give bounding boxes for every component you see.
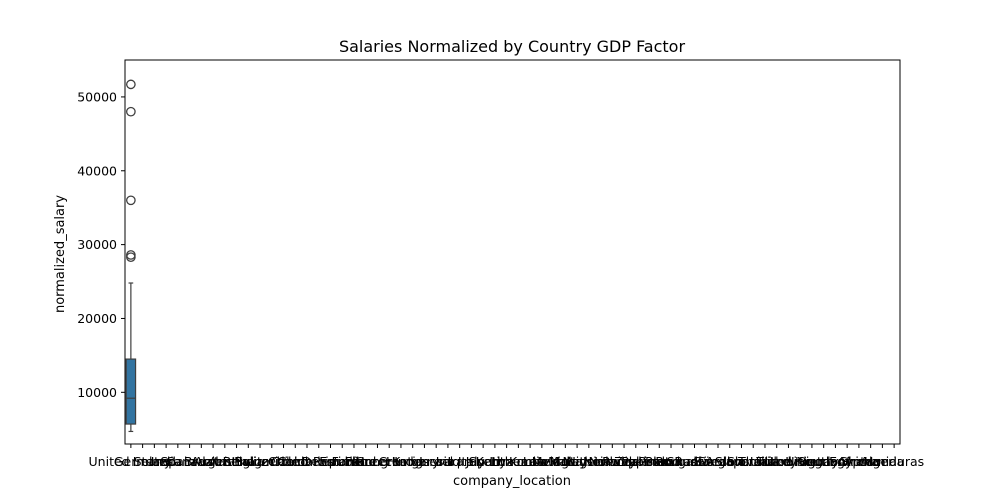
- x-tick-label: Ukraine: [764, 454, 813, 469]
- x-tick-label: Chile: [268, 454, 300, 469]
- x-tick-label: Nigeria: [566, 454, 611, 469]
- x-tick-label: Czech Republic: [271, 454, 366, 469]
- x-tick-label: Canada: [166, 454, 214, 469]
- x-tick-label: Uruguay: [785, 454, 839, 469]
- x-tick-label: Slovakia: [727, 454, 779, 469]
- x-tick-label: Malaysia: [550, 454, 605, 469]
- x-tick-label: Croatia: [378, 454, 423, 469]
- x-tick-label: Austria: [191, 454, 235, 469]
- x-tick-label: Norway: [589, 454, 637, 469]
- x-tick-label: Spain: [160, 454, 195, 469]
- x-tick-label: Romania: [655, 454, 710, 469]
- x-tick-label: Malta: [548, 454, 582, 469]
- x-tick-label: Poland: [638, 454, 680, 469]
- y-axis: 10000 20000 30000 40000 50000: [77, 89, 125, 400]
- x-tick-label: Belgium: [223, 454, 274, 469]
- x-tick-label: Egypt: [829, 454, 865, 469]
- x-tick-label: New Zealand: [583, 454, 665, 469]
- outlier-point: [126, 106, 136, 117]
- x-tick-label: Italy: [458, 454, 486, 469]
- x-tick-label: Indonesia: [394, 454, 454, 469]
- x-tick-label: Argentina: [194, 454, 255, 469]
- x-tick-label: Ghana: [838, 454, 879, 469]
- x-tick-label: Vietnam: [798, 454, 850, 469]
- x-tick-label: Luxembourg: [491, 454, 569, 469]
- x-tick-label: Germany: [114, 454, 172, 469]
- box-united-states: [125, 79, 137, 433]
- y-tick-label: 50000: [77, 89, 117, 104]
- x-tick-label: Latvia: [523, 454, 561, 469]
- x-tick-label: Portugal: [645, 454, 697, 469]
- x-tick-label: Australia: [209, 454, 264, 469]
- x-tick-label: France: [345, 454, 387, 469]
- x-tick-label: Estonia: [319, 454, 365, 469]
- y-tick-label: 40000: [77, 163, 117, 178]
- x-tick-label: Singapore: [698, 454, 761, 469]
- x-tick-label: Kenya: [476, 454, 514, 469]
- x-tick-label: Ireland: [133, 454, 176, 469]
- outlier-point: [126, 195, 136, 206]
- chart-title: Salaries Normalized by Country GDP Facto…: [339, 37, 686, 56]
- x-tick-label: Bulgaria: [234, 454, 286, 469]
- box-iqr: [125, 358, 137, 425]
- x-tick-label: Sweden: [693, 454, 742, 469]
- x-tick-label: Turkey: [755, 454, 797, 469]
- x-tick-label: Slovenia: [715, 454, 768, 469]
- x-tick-label: Netherlands: [562, 454, 638, 469]
- x-tick-label: Hong Kong: [355, 454, 423, 469]
- x-tick-label: Honduras: [864, 454, 924, 469]
- x-axis-label: company_location: [453, 474, 571, 489]
- x-tick-label: Iran: [447, 454, 471, 469]
- y-tick-label: 30000: [77, 237, 117, 252]
- x-tick-label: Saudi Arabia: [667, 454, 746, 469]
- x-tick-label: Mexico: [532, 454, 576, 469]
- y-axis-label: normalized_salary: [53, 195, 68, 313]
- y-tick-label: 10000: [77, 385, 117, 400]
- x-axis: United StatesGermanyIrelandIndiaSpainCan…: [89, 444, 924, 469]
- x-tick-label: Switzerland: [235, 454, 308, 469]
- y-tick-label: 20000: [77, 311, 117, 326]
- x-tick-label: Thailand: [737, 454, 792, 469]
- x-tick-label: Lithuania: [489, 454, 547, 469]
- x-tick-label: China: [277, 454, 313, 469]
- x-tick-label: United Kingdom: [750, 454, 850, 469]
- outlier-point: [126, 79, 136, 90]
- x-tick-label: India: [151, 454, 182, 469]
- x-tick-label: Philippines: [602, 454, 669, 469]
- x-tick-label: Japan: [465, 454, 501, 469]
- plot-frame: [124, 59, 901, 445]
- x-tick-label: Finland: [332, 454, 377, 469]
- x-tick-label: Israel: [419, 454, 453, 469]
- x-tick-label: Armenia: [844, 454, 896, 469]
- x-tick-label: South Africa: [797, 454, 873, 469]
- x-tick-label: Algeria: [860, 454, 904, 469]
- x-tick-label: Denmark: [302, 454, 360, 469]
- x-tick-label: Hungary: [386, 454, 440, 469]
- x-tick-label: Pakistan: [621, 454, 673, 469]
- plot-area: [124, 59, 901, 445]
- x-tick-label: Colombia: [278, 454, 337, 469]
- x-tick-label: Greece: [355, 454, 400, 469]
- outlier-point: [126, 250, 136, 260]
- x-tick-label: Iraq: [436, 454, 460, 469]
- x-tick-label: Brazil: [184, 454, 219, 469]
- x-tick-label: United States: [89, 454, 174, 469]
- x-tick-label: Russia: [674, 454, 714, 469]
- x-tick-label: South Korea: [469, 454, 545, 469]
